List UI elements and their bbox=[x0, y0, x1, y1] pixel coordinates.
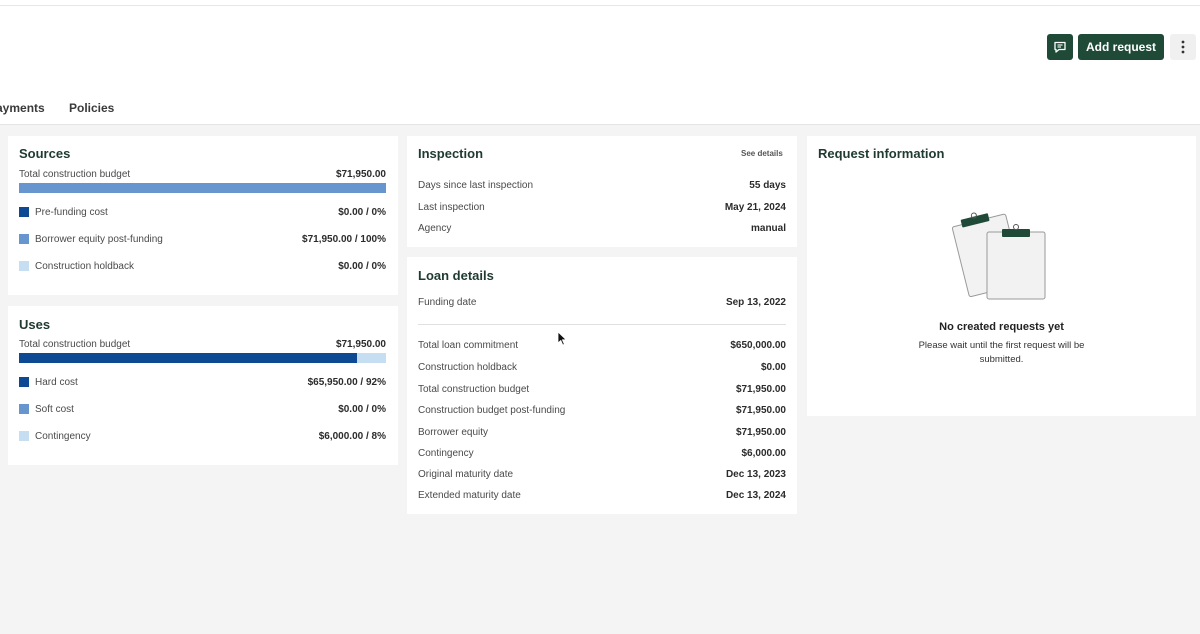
borrower-equity-label: Borrower equity post-funding bbox=[35, 234, 163, 245]
uses-title: Uses bbox=[19, 317, 51, 332]
original-maturity-value: Dec 13, 2023 bbox=[725, 469, 786, 480]
original-maturity-label: Original maturity date bbox=[418, 469, 514, 480]
days-since-inspection-value: 55 days bbox=[749, 180, 786, 191]
borrower-equity-value: $71,950.00 / 100% bbox=[302, 234, 386, 245]
loan-borrower-equity-label: Borrower equity bbox=[418, 427, 489, 438]
construction-holdback-swatch bbox=[19, 261, 29, 271]
sources-total-value: $71,950.00 bbox=[335, 169, 386, 180]
soft-cost-label: Soft cost bbox=[35, 404, 74, 415]
budget-post-funding-value: $71,950.00 bbox=[735, 405, 786, 416]
loan-details-card bbox=[407, 257, 797, 514]
uses-card bbox=[8, 306, 398, 465]
uses-total-value: $71,950.00 bbox=[335, 339, 386, 350]
loan-contingency-value: $6,000.00 bbox=[741, 448, 787, 459]
pre-funding-value: $0.00 / 0% bbox=[338, 207, 386, 218]
extended-maturity-value: Dec 13, 2024 bbox=[725, 490, 786, 501]
hard-cost-value: $65,950.00 / 92% bbox=[307, 377, 386, 388]
tab-policies[interactable]: Policies bbox=[69, 101, 115, 115]
loan-contingency-label: Contingency bbox=[418, 448, 474, 459]
extended-maturity-label: Extended maturity date bbox=[418, 490, 521, 501]
top-divider bbox=[0, 5, 1200, 6]
borrower-equity-swatch bbox=[19, 234, 29, 244]
hard-cost-swatch bbox=[19, 377, 29, 387]
request-information-title: Request information bbox=[818, 146, 945, 161]
funding-date-label: Funding date bbox=[418, 297, 477, 308]
agency-label: Agency bbox=[418, 223, 452, 234]
see-details-link[interactable]: See details bbox=[741, 149, 783, 158]
funding-date-value: Sep 13, 2022 bbox=[725, 297, 786, 308]
empty-state-title: No created requests yet bbox=[939, 321, 1064, 333]
contingency-swatch bbox=[19, 431, 29, 441]
loan-construction-holdback-label: Construction holdback bbox=[418, 362, 517, 373]
sources-card bbox=[8, 136, 398, 295]
agency-value: manual bbox=[750, 223, 786, 234]
last-inspection-label: Last inspection bbox=[418, 202, 485, 213]
loan-total-construction-budget-value: $71,950.00 bbox=[735, 384, 786, 395]
loan-divider bbox=[418, 324, 786, 325]
inspection-title: Inspection bbox=[418, 146, 484, 161]
comments-button[interactable] bbox=[1047, 34, 1073, 60]
soft-cost-value: $0.00 / 0% bbox=[338, 404, 386, 415]
budget-post-funding-label: Construction budget post-funding bbox=[418, 405, 566, 416]
inspection-card bbox=[407, 136, 797, 247]
days-since-inspection-label: Days since last inspection bbox=[418, 180, 534, 191]
clipboard-icon bbox=[951, 212, 1046, 300]
more-vertical-icon bbox=[1181, 40, 1185, 54]
loan-borrower-equity-value: $71,950.00 bbox=[735, 427, 786, 438]
pre-funding-swatch bbox=[19, 207, 29, 217]
tab-payments[interactable]: ayments bbox=[0, 101, 45, 115]
sources-bar-fill bbox=[19, 183, 386, 193]
more-options-button[interactable] bbox=[1170, 34, 1196, 60]
mouse-cursor-icon bbox=[557, 331, 567, 346]
hard-cost-label: Hard cost bbox=[35, 377, 78, 388]
total-loan-commitment-label: Total loan commitment bbox=[418, 340, 519, 351]
message-icon bbox=[1054, 41, 1066, 53]
loan-total-construction-budget-label: Total construction budget bbox=[418, 384, 530, 395]
top-bar: Add request ayments Policies bbox=[0, 0, 1200, 125]
empty-state-subtitle: Please wait until the first request will… bbox=[918, 340, 1085, 365]
construction-holdback-label: Construction holdback bbox=[35, 261, 134, 272]
loan-construction-holdback-value: $0.00 bbox=[760, 362, 786, 373]
sources-title: Sources bbox=[19, 146, 71, 161]
soft-cost-swatch bbox=[19, 404, 29, 414]
sources-total-label: Total construction budget bbox=[19, 169, 131, 180]
total-loan-commitment-value: $650,000.00 bbox=[730, 340, 786, 351]
contingency-label: Contingency bbox=[35, 431, 91, 442]
contingency-value: $6,000.00 / 8% bbox=[318, 431, 386, 442]
last-inspection-value: May 21, 2024 bbox=[724, 202, 786, 213]
pre-funding-label: Pre-funding cost bbox=[35, 207, 108, 218]
add-request-button[interactable]: Add request bbox=[1078, 34, 1164, 60]
uses-bar-fill bbox=[19, 353, 357, 363]
loan-details-title: Loan details bbox=[418, 268, 494, 283]
uses-total-label: Total construction budget bbox=[19, 339, 131, 350]
construction-holdback-value: $0.00 / 0% bbox=[338, 261, 386, 272]
